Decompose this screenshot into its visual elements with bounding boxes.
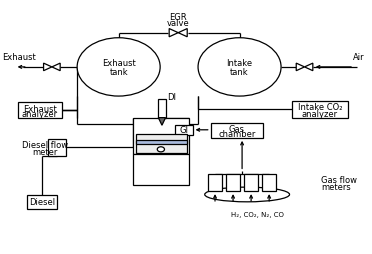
Text: Exhaust: Exhaust: [23, 104, 57, 113]
Text: Exhaust: Exhaust: [102, 59, 135, 68]
Bar: [136, 140, 186, 145]
Text: H₂, CO₂, N₂, CO: H₂, CO₂, N₂, CO: [231, 211, 284, 217]
Polygon shape: [178, 29, 187, 38]
Polygon shape: [52, 64, 60, 71]
Text: Intake CO₂: Intake CO₂: [298, 103, 342, 112]
Bar: [208, 174, 222, 192]
Bar: [211, 124, 263, 138]
Text: analyzer: analyzer: [22, 110, 58, 119]
Text: meters: meters: [321, 183, 350, 192]
Bar: [18, 103, 62, 118]
Bar: [133, 118, 189, 155]
Text: valve: valve: [167, 19, 190, 27]
Text: GI: GI: [179, 126, 188, 135]
Text: chamber: chamber: [218, 130, 256, 139]
Text: tank: tank: [230, 68, 249, 77]
Bar: [262, 174, 276, 192]
Bar: [27, 195, 57, 209]
Polygon shape: [44, 64, 52, 71]
Text: Gas: Gas: [229, 124, 245, 133]
Polygon shape: [305, 64, 313, 71]
Text: EGR: EGR: [169, 13, 187, 22]
Bar: [292, 102, 348, 118]
Circle shape: [77, 39, 160, 97]
Polygon shape: [158, 118, 166, 126]
Text: Exhaust: Exhaust: [3, 53, 36, 62]
Bar: [48, 140, 66, 156]
Text: analyzer: analyzer: [302, 109, 338, 119]
Text: Gas flow: Gas flow: [321, 176, 357, 185]
Circle shape: [157, 147, 164, 152]
Bar: [158, 99, 166, 118]
Text: Intake: Intake: [227, 59, 253, 68]
Text: DI: DI: [167, 92, 176, 101]
Text: Diesel flow: Diesel flow: [22, 141, 68, 150]
Bar: [174, 125, 193, 135]
Polygon shape: [169, 29, 178, 38]
Text: Diesel: Diesel: [29, 198, 55, 207]
Polygon shape: [296, 64, 305, 71]
Bar: [133, 155, 189, 185]
Bar: [244, 174, 258, 192]
Text: Air: Air: [353, 53, 365, 62]
Text: tank: tank: [109, 68, 128, 77]
Bar: [136, 135, 186, 153]
Circle shape: [198, 39, 281, 97]
Text: meter: meter: [32, 147, 57, 156]
Bar: [226, 174, 240, 192]
